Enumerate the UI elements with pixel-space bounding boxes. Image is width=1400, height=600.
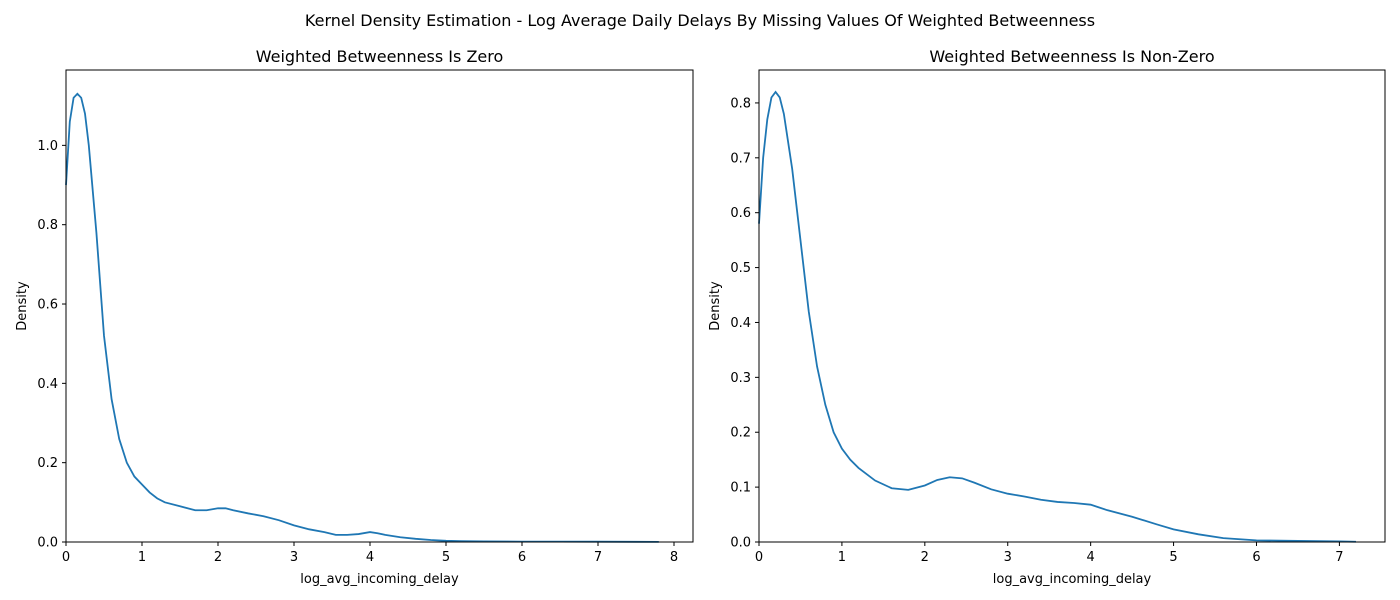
- left-chart-xtick-label: 7: [594, 550, 602, 565]
- right-chart-xtick-label: 2: [921, 550, 929, 565]
- figure-suptitle: Kernel Density Estimation - Log Average …: [305, 11, 1095, 30]
- right-chart-xtick-label: 1: [838, 550, 846, 565]
- right-chart-ytick-label: 0.6: [730, 206, 751, 221]
- right-chart-title: Weighted Betweenness Is Non-Zero: [929, 47, 1214, 66]
- right-chart-xtick-label: 4: [1087, 550, 1095, 565]
- right-chart-xtick-label: 0: [755, 550, 763, 565]
- left-chart-ticks: 0 1 2 3 4 5 6 7 8 0.0 0.2 0.4 0.6 0.8 1.0: [37, 139, 678, 565]
- left-chart-xtick-label: 5: [442, 550, 450, 565]
- right-chart-ytick-label: 0.1: [730, 481, 751, 496]
- right-chart-ytick-label: 0.0: [730, 536, 751, 551]
- right-chart-ticks: 0 1 2 3 4 5 6 7 0.0 0.1 0.2 0.3 0.4 0.5 0.6 0.7 0.8: [730, 96, 1343, 565]
- left-chart-xtick-label: 0: [62, 550, 70, 565]
- right-chart-panel: Weighted Betweenness Is Non-Zero log_avg…: [708, 47, 1386, 587]
- right-chart-frame: [758, 69, 1386, 543]
- right-chart-xtick-label: 3: [1004, 550, 1012, 565]
- right-chart-ytick-label: 0.7: [730, 151, 751, 166]
- right-chart-xtick-label: 5: [1169, 550, 1177, 565]
- left-chart-xtick-label: 1: [138, 550, 146, 565]
- left-chart-panel: Weighted Betweenness Is Zero log_avg_inc…: [15, 47, 694, 587]
- right-chart-xtick-label: 7: [1335, 550, 1343, 565]
- left-chart-ytick-label: 0.8: [37, 218, 58, 233]
- right-chart-ytick-label: 0.5: [730, 261, 751, 276]
- right-chart-ylabel: Density: [708, 281, 723, 331]
- right-chart-ytick-label: 0.3: [730, 371, 751, 386]
- left-chart-xtick-label: 2: [214, 550, 222, 565]
- left-chart-ytick-label: 0.2: [37, 456, 58, 471]
- left-chart-xtick-label: 4: [366, 550, 374, 565]
- left-chart-ytick-label: 0.0: [37, 536, 58, 551]
- right-chart-xlabel: log_avg_incoming_delay: [993, 572, 1152, 587]
- right-chart-xtick-label: 6: [1252, 550, 1260, 565]
- right-chart-ytick-label: 0.4: [730, 316, 751, 331]
- left-chart-ytick-label: 0.6: [37, 298, 58, 313]
- left-chart-xlabel: log_avg_incoming_delay: [300, 572, 459, 587]
- right-chart-ytick-label: 0.2: [730, 426, 751, 441]
- left-chart-frame: [65, 69, 694, 543]
- left-chart-ytick-label: 1.0: [37, 139, 58, 154]
- left-chart-xtick-label: 3: [290, 550, 298, 565]
- left-chart-ytick-label: 0.4: [37, 377, 58, 392]
- left-chart-title: Weighted Betweenness Is Zero: [256, 47, 504, 66]
- left-chart-ylabel: Density: [15, 281, 30, 331]
- right-chart-density-line: [758, 90, 1356, 543]
- left-chart-xtick-label: 8: [670, 550, 678, 565]
- left-chart-xtick-label: 6: [518, 550, 526, 565]
- right-chart-ytick-label: 0.8: [730, 96, 751, 111]
- left-chart-density-line: [65, 92, 659, 543]
